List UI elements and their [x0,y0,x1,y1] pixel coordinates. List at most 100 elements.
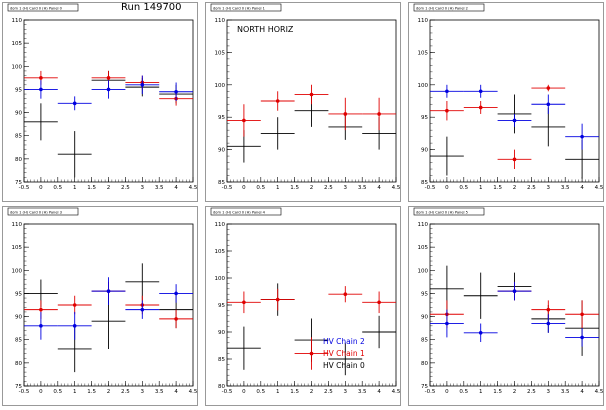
data-point-red [362,97,396,131]
x-tick-label: 1 [276,185,280,191]
y-tick-label: 100 [12,268,23,274]
legend-entry: HV Chain 1 [323,349,365,358]
x-tick-label: 2 [513,389,517,395]
data-point-red [159,309,193,329]
panel-title: dom 1 (H) Card 0 (H) Panel 2 [416,6,468,10]
x-tick-label: -0.5 [222,185,233,191]
data-point-black [362,315,396,349]
pad-panel-5: dom 1 (H) Card 0 (H) Panel 5 -0.5 0 0.5 1 1.5… [408,206,604,406]
data-point-blue [91,277,126,305]
x-tick-label: 1 [276,389,280,395]
y-tick-label: 90 [218,148,225,154]
x-tick-label: -0.5 [425,389,436,395]
panel-overlay-text: NORTH HORIZ [237,25,294,34]
data-point-red [362,291,396,314]
pad-frame [2,2,198,202]
data-point-red [227,104,261,137]
x-tick-label: 4 [377,185,381,191]
panel-title: dom 1 (H) Card 0 (H) Panel 0 [10,6,63,10]
data-point-black [531,107,566,147]
x-tick-label: 2 [310,185,314,191]
y-tick-label: 100 [12,64,23,70]
chart-panel-4: dom 1 (H) Card 0 (H) Panel 4 -0.5 0 0.5 1 1.5… [205,206,401,406]
y-tick-label: 110 [215,18,226,24]
legend-entry: HV Chain 2 [323,337,365,346]
y-tick-label: 105 [418,50,429,56]
data-point-blue [57,96,92,111]
x-tick-label: 0.5 [53,389,62,395]
data-point-black [463,272,498,319]
data-point-red [294,84,329,105]
x-tick-label: 3 [547,389,551,395]
y-tick-label: 80 [15,361,22,367]
y-tick-label: 85 [15,338,22,344]
legend-entry: HV Chain 0 [323,361,365,370]
data-point-blue [497,113,532,127]
y-tick-label: 100 [418,268,429,274]
x-tick-label: 0 [445,185,449,191]
y-tick-label: 105 [12,41,23,47]
panel-title-box [7,207,79,216]
x-tick-label: 4 [580,185,584,191]
y-tick-label: 95 [218,115,225,121]
y-tick-label: 85 [218,357,225,363]
pad-frame [408,206,604,406]
data-point-black [227,326,261,370]
data-point-blue [159,82,193,101]
panel-title: dom 1 (H) Card 0 (H) Panel 1 [213,6,265,10]
x-tick-label: 0.5 [459,185,468,191]
y-tick-label: 90 [15,315,22,321]
data-point-black [328,342,363,376]
x-tick-label: 4.5 [595,389,604,395]
y-tick-label: 80 [421,361,428,367]
y-tick-label: 75 [15,180,22,186]
y-tick-label: 90 [421,148,428,154]
data-point-black [125,263,160,301]
x-tick-label: 1.5 [493,185,502,191]
x-tick-label: 3 [141,389,145,395]
y-tick-label: 105 [418,245,429,251]
x-tick-label: 1 [73,185,77,191]
y-tick-label: 95 [421,115,428,121]
y-tick-label: 95 [15,87,22,93]
data-point-red [260,91,295,111]
x-tick-label: 0.5 [459,389,468,395]
panel-title-box [7,3,79,12]
x-tick-label: -0.5 [19,389,30,395]
chart-panel-3: dom 1 (H) Card 0 (H) Panel 3 -0.5 0 0.5 1 1.5… [2,206,198,406]
x-tick-label: 1.5 [493,389,502,395]
pad-frame [205,2,401,202]
data-point-blue [24,311,58,340]
x-tick-label: 3 [344,185,348,191]
data-point-red [430,101,464,121]
x-tick-label: 0 [445,389,449,395]
x-tick-label: 4 [580,389,584,395]
x-tick-label: 3.5 [561,185,570,191]
x-tick-label: 2 [310,389,314,395]
x-tick-label: 2.5 [527,185,536,191]
data-point-blue [57,311,92,340]
x-tick-label: 1.5 [87,185,96,191]
y-tick-label: 95 [218,303,225,309]
x-tick-label: 4.5 [392,185,401,191]
x-tick-label: 4 [377,389,381,395]
y-tick-label: 80 [15,157,22,163]
y-tick-label: 90 [218,330,225,336]
pad-frame [408,2,604,202]
x-tick-label: 3.5 [358,185,367,191]
data-point-red [260,288,295,311]
x-tick-label: 4.5 [189,389,198,395]
x-tick-label: 2.5 [121,185,130,191]
data-point-red [497,149,532,170]
data-point-black [430,136,464,176]
x-tick-label: 3.5 [358,389,367,395]
x-tick-label: -0.5 [19,185,30,191]
data-point-red [328,286,363,303]
pad-panel-2: dom 1 (H) Card 0 (H) Panel 2 -0.5 0 0.5 1 1.5… [408,2,604,202]
x-tick-label: 4 [174,389,178,395]
y-tick-label: 110 [418,18,429,24]
y-tick-label: 75 [421,384,428,390]
y-tick-label: 95 [421,291,428,297]
x-tick-label: 0 [242,185,246,191]
x-tick-label: 2.5 [121,389,130,395]
